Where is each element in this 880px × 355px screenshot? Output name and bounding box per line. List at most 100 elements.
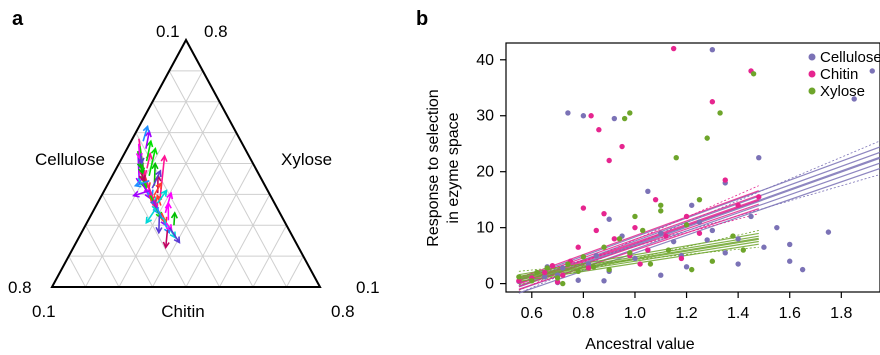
point-chitin [756, 194, 762, 200]
x-axis: 0.6 0.8 1.0 1.2 1.4 1.6 1.8 [521, 292, 853, 322]
y-tick-label: 0 [485, 276, 494, 293]
point-chitin [696, 230, 703, 236]
legend-label-cellulose: Cellulose [820, 49, 880, 66]
fit-line-xylose [518, 232, 759, 276]
arrow-shaft [151, 170, 162, 189]
arrow-head [137, 157, 145, 166]
point-xylose [665, 247, 672, 253]
x-tick-label: 1.4 [727, 305, 749, 322]
y-axis-title-line-2: in ezyme space [445, 112, 462, 223]
point-xylose [565, 261, 571, 267]
point-cellulose [704, 237, 710, 243]
ternary-frame [50, 37, 322, 288]
point-xylose [554, 275, 561, 281]
y-axis: 0 10 20 30 40 [476, 52, 506, 293]
grid-line [68, 255, 86, 288]
point-chitin [593, 227, 599, 234]
point-xylose [704, 135, 710, 141]
point-cellulose [722, 250, 728, 256]
point-xylose [544, 265, 550, 271]
point-cellulose [575, 277, 581, 283]
y-tick-label: 20 [476, 164, 494, 181]
arrow-head [155, 169, 162, 177]
point-cellulose [565, 110, 571, 116]
arrow-head [138, 169, 146, 178]
point-cellulose [787, 258, 793, 264]
point-cellulose [670, 238, 677, 245]
arrow-shaft [133, 189, 151, 197]
point-cellulose [851, 96, 857, 102]
point-xylose [590, 264, 597, 270]
point-xylose [717, 110, 723, 116]
point-cellulose [611, 115, 618, 122]
arrow-head [145, 216, 153, 225]
arrow-shaft [153, 182, 162, 197]
scatter-plot: 0.6 0.8 1.0 1.2 1.4 1.6 1.8 0 10 20 30 40 Ancestra… [425, 42, 880, 353]
grid-line [168, 70, 287, 288]
fit-line-chitin [518, 208, 759, 290]
arrow-shaft [164, 230, 169, 248]
arrow-head [133, 180, 142, 188]
arrow-shaft [159, 156, 166, 201]
fit-ci-lower-cellulose [518, 174, 880, 281]
point-chitin [575, 244, 581, 250]
point-xylose [658, 202, 664, 208]
point-chitin [549, 263, 556, 269]
point-cellulose [593, 252, 599, 259]
point-cellulose [756, 155, 762, 161]
fit-lines [518, 140, 880, 294]
corner-tick-bottom-left: 0.1 [32, 302, 56, 321]
panel-b-letter: b [416, 8, 428, 30]
point-cellulose [748, 213, 754, 220]
arrow-shaft [145, 209, 156, 224]
point-cellulose [601, 278, 607, 284]
point-xylose [658, 208, 664, 214]
point-xylose [560, 280, 566, 287]
grid-line [286, 255, 304, 288]
x-tick-label: 1.6 [779, 305, 801, 322]
point-xylose [683, 222, 690, 228]
fit-line-cellulose [518, 146, 880, 281]
point-xylose [616, 236, 623, 242]
point-cellulose [585, 261, 592, 267]
point-chitin [619, 143, 625, 150]
point-chitin [709, 99, 716, 105]
grid-line [152, 132, 237, 288]
arrow-shaft [164, 192, 172, 214]
arrow-head [160, 154, 168, 162]
ternary-plot: Cellulose Xylose Chitin 0.1 0.8 0.8 0.1 … [8, 22, 380, 321]
point-xylose [689, 266, 695, 273]
arrow-shaft [135, 180, 150, 187]
point-xylose [647, 261, 654, 267]
point-cellulose [696, 219, 703, 225]
arrow-shaft [148, 148, 157, 177]
legend-label-chitin: Chitin [820, 66, 858, 83]
point-cellulose [645, 188, 651, 194]
point-xylose [673, 155, 679, 161]
point-xylose [580, 254, 587, 260]
point-cellulose [735, 236, 741, 242]
point-cellulose [774, 224, 780, 231]
arrow-head [155, 181, 162, 190]
point-cellulose [683, 264, 690, 270]
point-cellulose [689, 202, 695, 208]
arrow-shaft [158, 215, 161, 233]
point-cellulose [799, 266, 806, 273]
point-chitin [735, 202, 741, 208]
point-cellulose [735, 261, 741, 267]
point-chitin [632, 224, 638, 231]
x-tick-label: 1.2 [675, 305, 697, 322]
point-xylose [696, 196, 703, 203]
point-chitin [663, 233, 669, 239]
point-chitin [516, 278, 522, 284]
legend-label-xylose: Xylose [820, 83, 865, 100]
corner-tick-top-right: 0.8 [204, 22, 228, 41]
arrow-head [139, 174, 146, 183]
point-chitin [611, 236, 618, 242]
arrow-shaft [139, 163, 144, 174]
legend-marker-cellulose [808, 53, 816, 61]
point-cellulose [869, 68, 875, 74]
point-cellulose [632, 255, 638, 262]
arrow-shaft [137, 143, 141, 159]
